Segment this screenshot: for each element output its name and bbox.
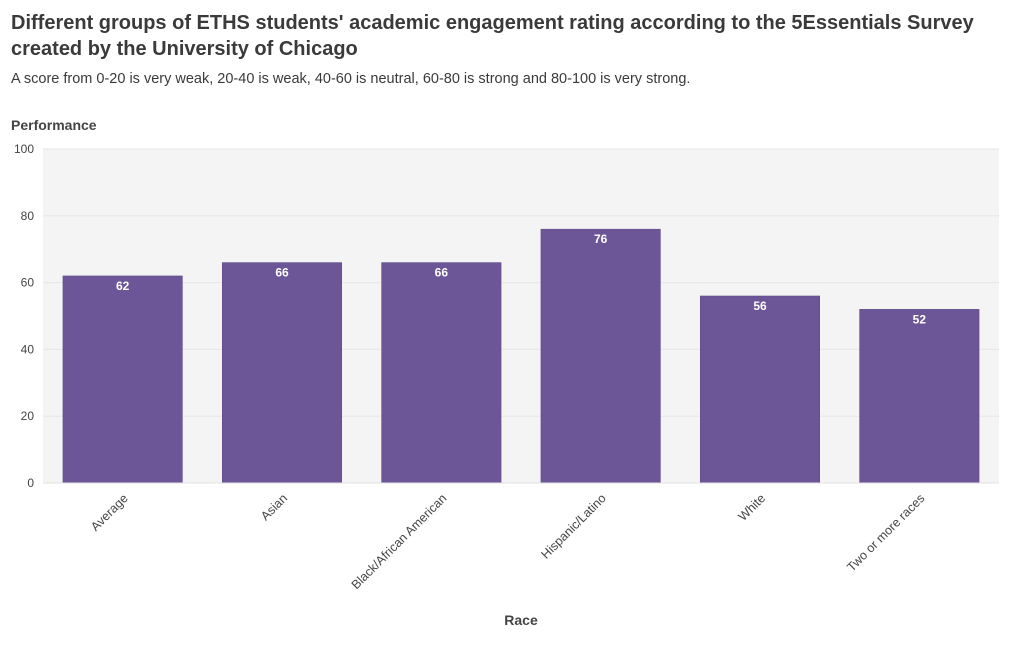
x-tick-label: Two or more races	[844, 491, 927, 574]
x-tick-label: Hispanic/Latino	[538, 491, 608, 561]
data-label: 66	[435, 266, 449, 280]
y-axis-label: Performance	[11, 117, 97, 133]
y-tick-label: 0	[27, 476, 34, 490]
plot-area	[43, 149, 999, 483]
x-tick-label: Black/African American	[349, 491, 450, 592]
bar	[859, 309, 980, 484]
data-label: 56	[753, 299, 767, 313]
data-label: 76	[594, 232, 608, 246]
data-label: 52	[913, 312, 927, 326]
y-tick-label: 40	[21, 342, 35, 356]
bar	[381, 262, 502, 484]
bar	[222, 262, 342, 484]
x-tick-label: Average	[88, 491, 131, 534]
bar	[62, 275, 183, 484]
data-label: 62	[116, 279, 130, 293]
chart-title: Different groups of ETHS students' acade…	[11, 12, 974, 60]
y-tick-label: 80	[21, 209, 35, 223]
chart-subtitle: A score from 0-20 is very weak, 20-40 is…	[11, 71, 691, 87]
data-label: 66	[275, 266, 289, 280]
x-axis-label: Race	[504, 612, 538, 628]
x-tick-label: Asian	[258, 491, 290, 523]
y-tick-label: 60	[21, 276, 35, 290]
y-tick-label: 20	[21, 409, 35, 423]
y-tick-label: 100	[14, 142, 34, 156]
bar	[700, 295, 820, 484]
bar	[540, 228, 661, 484]
x-tick-label: White	[736, 491, 769, 524]
